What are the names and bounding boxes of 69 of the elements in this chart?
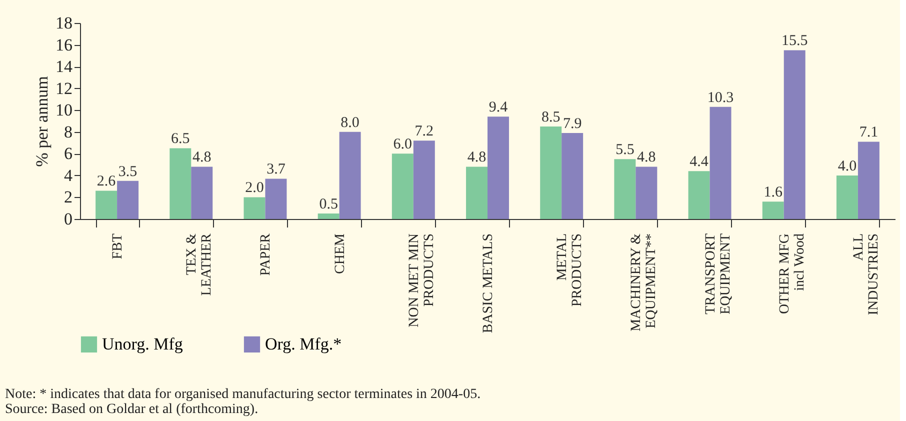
bar <box>339 132 361 219</box>
y-tick-label: 4 <box>64 166 73 185</box>
y-tick-label: 6 <box>64 144 72 164</box>
y-tick-label: 8 <box>64 122 72 142</box>
x-tick-label: BASIC METALS <box>481 234 496 334</box>
data-label: 2.0 <box>245 180 264 196</box>
bar <box>318 214 340 219</box>
legend-label: Unorg. Mfg <box>102 334 184 354</box>
x-tick-label: CHEM <box>332 232 348 274</box>
data-label: 7.9 <box>562 116 582 132</box>
data-label: 4.4 <box>690 154 709 170</box>
bar <box>784 50 806 219</box>
y-tick-label: 2 <box>64 188 72 207</box>
bar <box>636 166 658 219</box>
data-label: 8.5 <box>541 109 560 126</box>
data-label: 4.0 <box>838 158 857 174</box>
bar <box>858 142 880 219</box>
data-label: 5.5 <box>616 142 634 158</box>
y-tick-label: 18 <box>56 14 72 32</box>
data-label: 4.8 <box>467 150 486 166</box>
x-tick-label: TEX & LEATHER <box>184 232 215 296</box>
data-label: 10.3 <box>707 90 734 106</box>
x-tick-label: METAL PRODUCTS <box>555 234 586 307</box>
bar <box>170 148 192 219</box>
data-label: 6.5 <box>171 131 190 148</box>
data-label: 9.4 <box>488 100 508 116</box>
x-tick-label: MACHINERY & EQUIPMENT** <box>629 233 660 332</box>
bar <box>96 190 118 219</box>
source-note: Source: Based on Goldar et al (forthcoming). <box>5 402 258 417</box>
y-tick-label: 16 <box>56 35 72 54</box>
y-tick-label: 0 <box>64 210 72 228</box>
bar <box>488 116 509 219</box>
text: Note: * indicates that data for organised manufacturing sector terminates in 2004-05. <box>5 387 481 402</box>
bar <box>117 180 139 219</box>
bar <box>392 154 414 219</box>
y-tick-label: 10 <box>56 100 72 120</box>
x-tick-label: PAPER <box>258 232 274 276</box>
bar <box>265 178 287 219</box>
bar <box>540 126 562 219</box>
bar <box>836 175 858 219</box>
bar <box>244 197 266 219</box>
y-tick-label: 14 <box>56 57 73 76</box>
y-tick-label: 12 <box>56 78 72 98</box>
bar <box>466 166 488 219</box>
x-tick-label: OTHER MFG incl Wood <box>777 234 808 314</box>
x-tick-label: NON MET MIN PRODUCTS <box>406 234 437 328</box>
data-label: 4.8 <box>637 150 656 166</box>
y-axis-title: % per annum <box>32 76 52 167</box>
data-label: 1.6 <box>764 184 783 201</box>
data-label: 15.5 <box>781 33 808 50</box>
bar <box>562 132 584 219</box>
x-tick-label: TRANSPORT EQUIPMENT <box>703 233 734 314</box>
data-label: 3.7 <box>266 162 286 178</box>
bar <box>413 140 435 219</box>
data-label: 6.0 <box>393 136 412 153</box>
bar <box>614 159 636 219</box>
data-label: 2.6 <box>96 174 116 190</box>
legend-label: Org. Mfg.* <box>265 334 342 354</box>
x-tick-label: FBT <box>110 233 126 260</box>
bar <box>688 171 710 219</box>
data-label: 7.2 <box>414 124 434 140</box>
bar <box>710 106 732 219</box>
bar <box>191 166 213 219</box>
data-label: 3.5 <box>118 164 138 180</box>
data-label: 4.8 <box>192 150 212 166</box>
bar <box>762 202 784 219</box>
data-label: 8.0 <box>340 114 360 131</box>
data-label: 0.5 <box>319 196 338 213</box>
data-label: 7.1 <box>859 124 878 141</box>
